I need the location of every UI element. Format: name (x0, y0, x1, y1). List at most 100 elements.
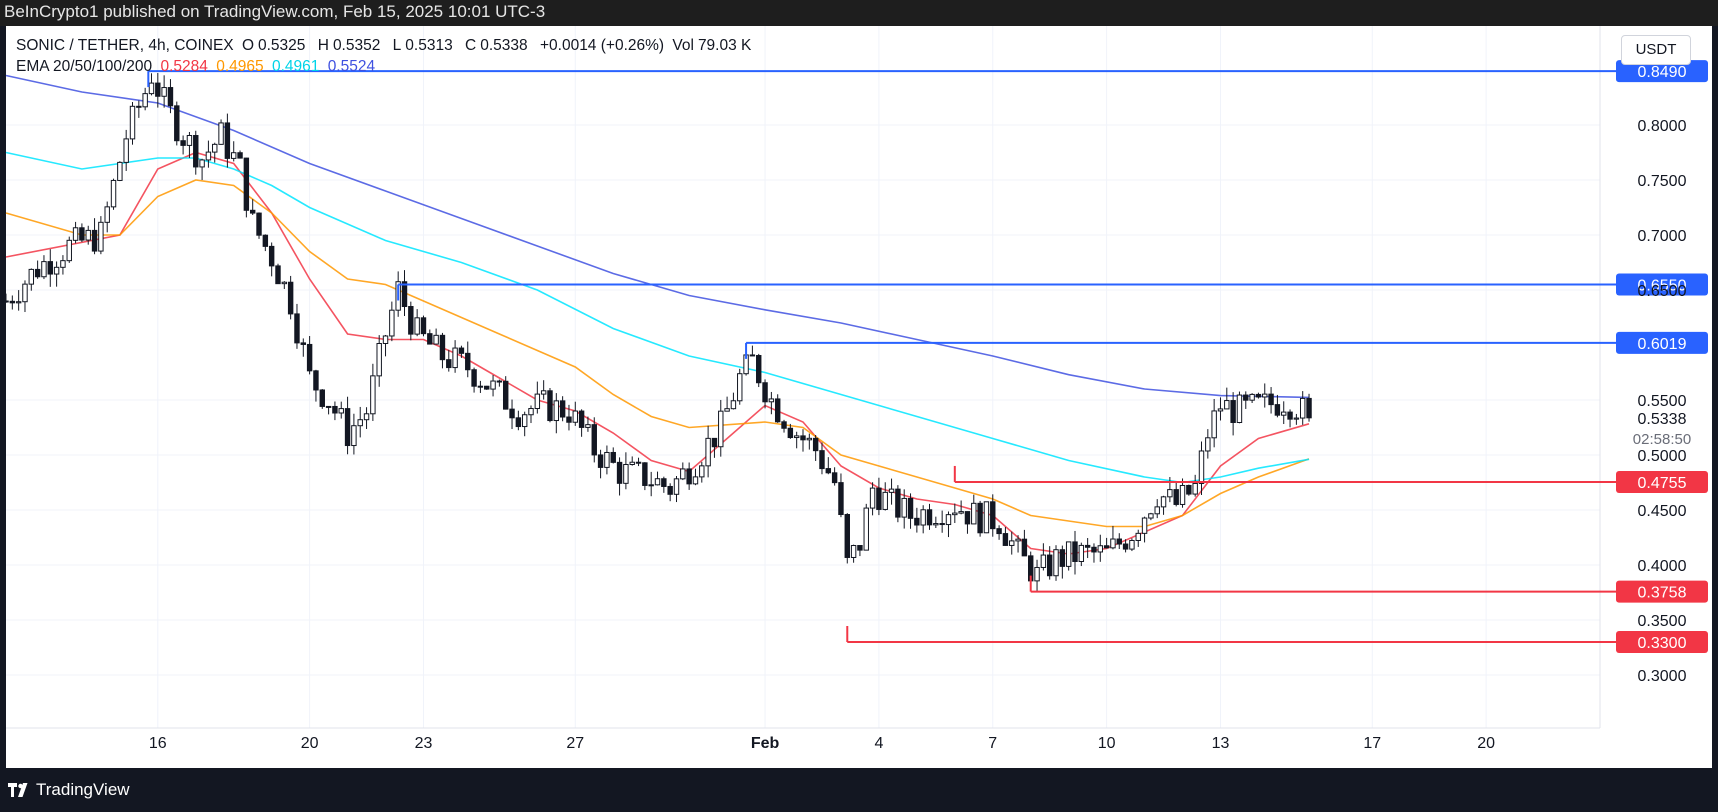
candle-body (958, 511, 964, 514)
candle-body (667, 485, 673, 495)
candle-body (357, 419, 363, 427)
x-tick-label: 13 (1212, 735, 1230, 752)
y-tick-label: 0.5000 (1638, 448, 1687, 465)
candle-body (104, 206, 110, 223)
x-tick-label: 20 (1477, 735, 1495, 752)
candle-body (983, 501, 990, 534)
candle-body (1148, 513, 1154, 519)
candle-body (996, 528, 1002, 535)
x-tick-label: 23 (415, 735, 433, 752)
last-price-label: 0.5338 (1638, 411, 1687, 428)
candle-body (895, 488, 901, 518)
level-badge (1616, 273, 1708, 296)
y-tick-label: 0.6500 (1638, 283, 1687, 300)
level-badge (1616, 331, 1708, 354)
candle-body (952, 512, 958, 516)
candle-body (774, 398, 781, 423)
candle-body (762, 382, 768, 403)
candle-body (1065, 541, 1072, 567)
candle-body (275, 265, 281, 285)
candle-body (730, 400, 737, 410)
symbol-info[interactable]: SONIC / TETHER, 4h, COINEX (16, 37, 234, 54)
x-tick-label: Feb (751, 735, 780, 752)
candle-body (1306, 397, 1312, 419)
candle-body (718, 410, 724, 448)
currency-button[interactable]: USDT (1621, 35, 1691, 65)
ema50-value: 0.4965 (216, 58, 264, 75)
candle-body (1192, 482, 1198, 495)
candle-body (1129, 539, 1135, 550)
candle-body (1040, 554, 1047, 568)
candle-body (528, 408, 534, 416)
candle-body (313, 370, 319, 391)
candle-body (578, 410, 585, 428)
candle-body (1078, 544, 1085, 562)
footer-bar: TradingView (0, 768, 1718, 812)
candle-body (193, 135, 199, 168)
candle-body (72, 227, 79, 241)
candle-body (1268, 393, 1274, 406)
candle-body (1110, 538, 1116, 549)
candle-body (167, 87, 174, 107)
candle-body (212, 143, 218, 153)
candle-body (648, 484, 654, 487)
level-label: 0.6550 (1638, 278, 1687, 295)
candle-body (1274, 404, 1281, 416)
candle-body (205, 151, 212, 161)
candle-body (1059, 549, 1066, 567)
candle-body (1122, 543, 1129, 550)
candle-body (389, 309, 395, 337)
candle-body (433, 334, 439, 345)
publisher-bar: BeInCrypto1 published on TradingView.com… (0, 0, 1718, 26)
candle-body (876, 487, 882, 510)
candle-body (1179, 484, 1186, 505)
candle-body (654, 478, 661, 486)
candle-body (9, 300, 16, 304)
candle-body (53, 266, 60, 275)
level-label: 0.4755 (1638, 475, 1687, 492)
y-tick-label: 0.7000 (1638, 228, 1687, 245)
candle-body (41, 261, 47, 278)
candle-body (825, 468, 832, 474)
tradingview-logo[interactable]: TradingView (8, 780, 130, 800)
candle-body (306, 343, 313, 372)
brand-text: TradingView (36, 780, 130, 799)
candle-body (914, 517, 920, 526)
candle-body (28, 268, 35, 285)
candle-body (737, 373, 743, 402)
candle-body (680, 468, 686, 480)
candle-body (831, 472, 838, 484)
candle-body (401, 281, 408, 308)
candle-body (249, 209, 256, 214)
candle-body (344, 408, 351, 447)
ema-label[interactable]: EMA 20/50/100/200 (16, 58, 153, 75)
candle-body (521, 414, 528, 428)
candle-body (585, 424, 591, 428)
x-tick-label: 10 (1098, 735, 1116, 752)
candle-body (1173, 489, 1179, 505)
level-badge (1616, 580, 1708, 603)
x-tick-label: 17 (1363, 735, 1381, 752)
chart-frame[interactable] (6, 26, 1712, 768)
candle-body (869, 487, 876, 509)
candle-body (1116, 538, 1122, 545)
candle-body (926, 509, 933, 526)
candle-body (414, 317, 420, 335)
candle-body (1015, 538, 1021, 542)
candle-body (990, 501, 996, 530)
candle-body (129, 105, 136, 140)
candle-body (1046, 554, 1053, 577)
candle-body (281, 281, 288, 285)
candle-body (186, 135, 193, 146)
candle-body (1160, 496, 1167, 508)
candle-body (458, 347, 465, 354)
candle-body (635, 461, 642, 464)
candle-body (123, 138, 129, 163)
candle-body (1293, 417, 1300, 420)
ema50-line (5, 179, 1310, 528)
candle-body (907, 497, 914, 519)
ema200-value: 0.5524 (327, 58, 376, 75)
candle-body (1230, 400, 1236, 424)
candle-body (199, 159, 205, 168)
